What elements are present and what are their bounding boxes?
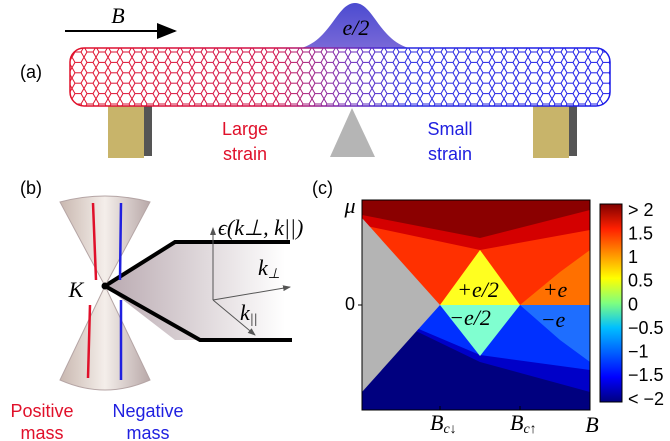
- strain-label: strain: [428, 144, 472, 164]
- colorbar-label: > 2: [628, 200, 654, 220]
- mass-label: mass: [126, 423, 169, 441]
- tick-sub: c↑: [523, 422, 536, 437]
- support: [569, 106, 577, 156]
- strain-label: Small: [427, 119, 472, 139]
- mass-label: Negative: [112, 401, 183, 421]
- tick-main: B: [510, 410, 523, 435]
- mass-label: mass: [20, 423, 63, 441]
- region-label: −e/2: [449, 305, 491, 330]
- dirac-point: [102, 283, 109, 290]
- colorbar-label: −1: [628, 342, 649, 362]
- support: [533, 106, 569, 158]
- strain-label: strain: [223, 144, 267, 164]
- tick-sub: c↓: [443, 422, 456, 437]
- region-label: +e/2: [457, 277, 499, 302]
- x-tick-label: Bc↓: [430, 410, 457, 437]
- lattice: [70, 48, 610, 106]
- tick-main: B: [430, 410, 443, 435]
- support: [108, 106, 144, 158]
- panel-label: (b): [20, 178, 42, 198]
- colorbar-label: −0.5: [628, 318, 664, 338]
- charge-label: e/2: [343, 15, 370, 40]
- colorbar: [600, 204, 622, 402]
- colorbar-label: < −2: [628, 389, 664, 409]
- energy-label: ϵ(k⊥, k||): [218, 215, 303, 240]
- mass-label: Positive: [10, 401, 73, 421]
- panel-label: (c): [312, 178, 333, 198]
- k-point-label: K: [68, 277, 85, 302]
- colorbar-label: 1: [628, 247, 638, 267]
- colorbar-label: 1.5: [628, 223, 653, 243]
- x-axis-label: B: [585, 412, 598, 437]
- field-label: B: [111, 3, 124, 28]
- region-label: +e: [543, 277, 568, 302]
- pivot: [330, 108, 375, 157]
- y-axis-label: μ: [343, 193, 355, 218]
- strain-label: Large: [222, 119, 268, 139]
- colorbar-label: −1.5: [628, 365, 664, 385]
- y-tick-label: 0: [345, 294, 355, 314]
- k-sub: ⊥: [268, 267, 280, 282]
- support: [144, 106, 152, 156]
- x-tick-label: Bc↑: [510, 410, 537, 437]
- colorbar-label: 0: [628, 294, 638, 314]
- figure: (a) B e/2 Large strain Small strain (b) …: [0, 0, 670, 441]
- colorbar-labels: > 2 1.5 1 0.5 0 −0.5 −1 −1.5 < −2: [628, 200, 664, 409]
- k-sub: ||: [250, 312, 258, 327]
- colorbar-label: 0.5: [628, 271, 653, 291]
- panel-label: (a): [20, 62, 42, 82]
- region-label: −e: [541, 307, 566, 332]
